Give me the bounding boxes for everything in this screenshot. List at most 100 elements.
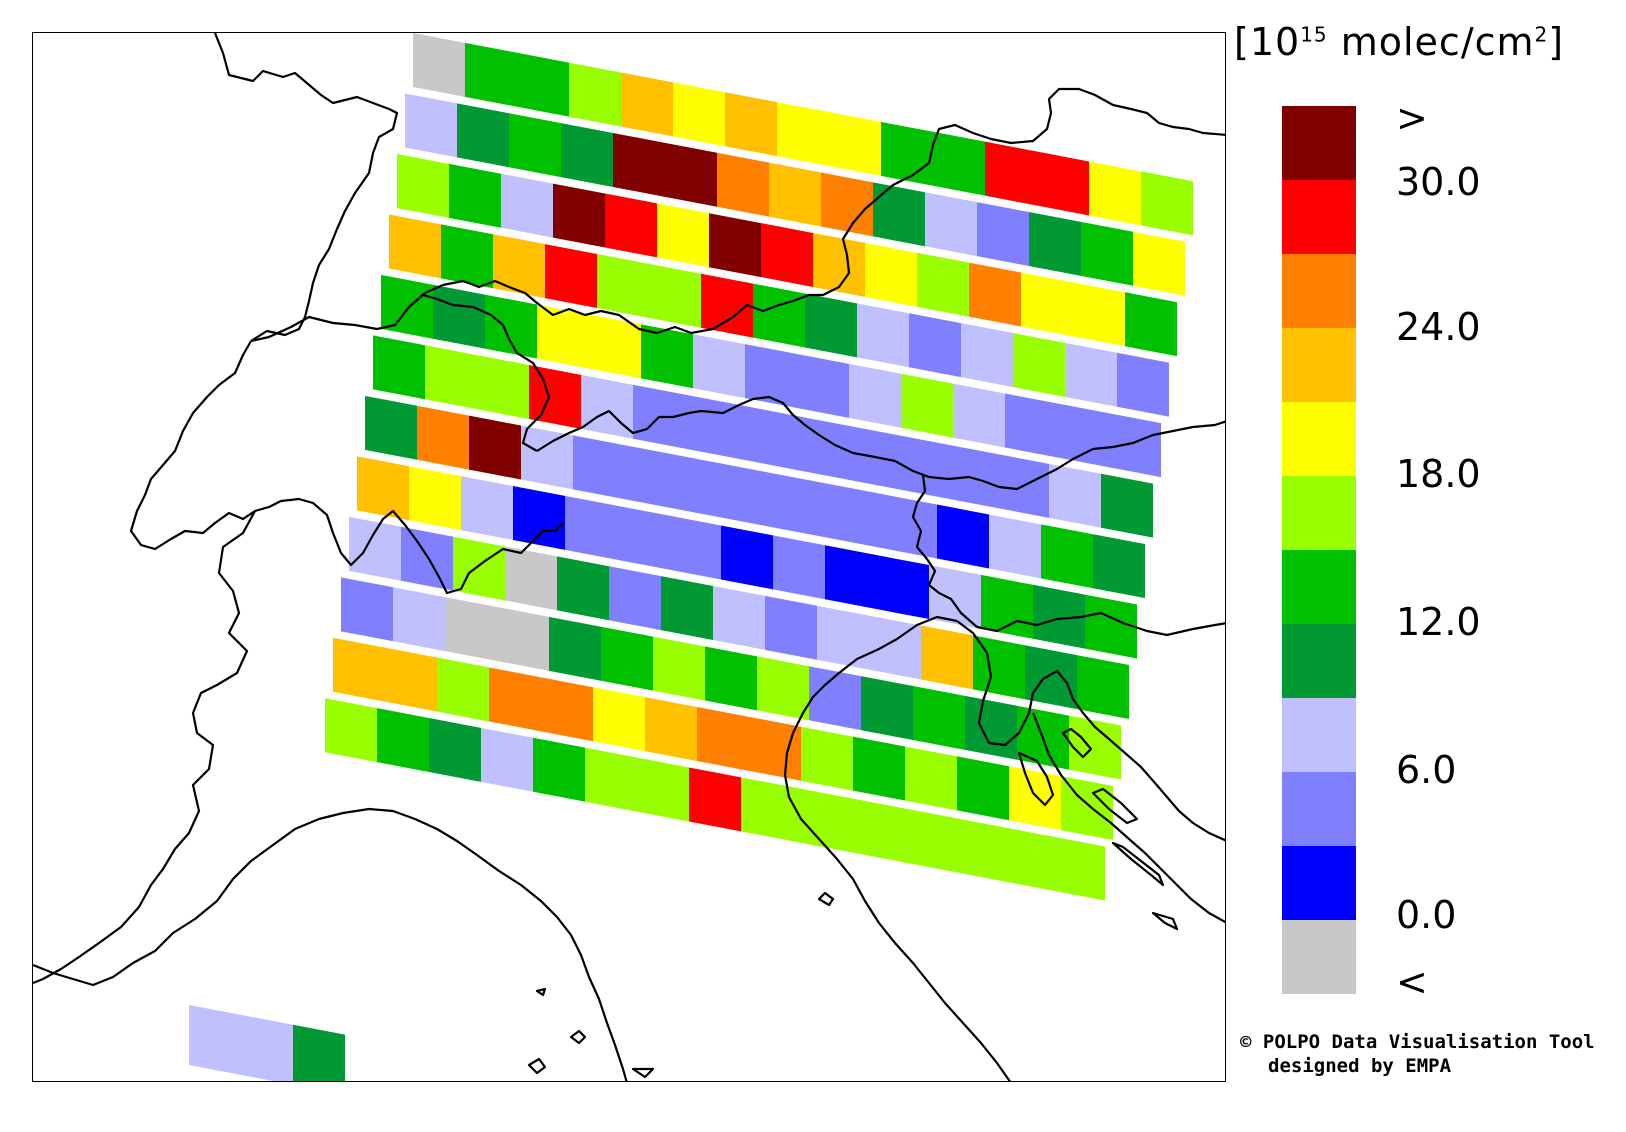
colorbar-label-6: 0.0: [1396, 893, 1457, 937]
swath-pixel-bottom: [241, 1014, 293, 1081]
swath-pixel: [741, 777, 793, 842]
swath-pixel: [449, 163, 501, 228]
swath-pixel: [717, 152, 769, 217]
swath-pixel: [949, 816, 1001, 881]
swath-pixel: [349, 516, 401, 581]
swath-pixel: [357, 456, 409, 521]
swath-pixel: [521, 425, 573, 490]
swath-pixel: [481, 727, 533, 792]
coastline-istria: [956, 620, 1225, 842]
swath-pixel: [1081, 221, 1133, 286]
colorbar-label-0: >: [1396, 96, 1428, 140]
swath-pixel: [1001, 826, 1053, 891]
swath-pixel: [989, 514, 1041, 579]
swath-pixel: [737, 404, 789, 469]
swath-pixel: [605, 193, 657, 258]
border-france-germany: [213, 33, 399, 342]
colorbar-cell-0: [1282, 106, 1356, 180]
colorbar-label-1: 30.0: [1396, 160, 1481, 204]
colorbar-cell-1: [1282, 180, 1356, 254]
colorbar-cell-3: [1282, 328, 1356, 402]
colorbar-cell-11: [1282, 920, 1356, 994]
swath-pixel: [589, 314, 641, 379]
swath-pixel: [797, 353, 849, 418]
swath-pixel: [541, 677, 593, 742]
swath-pixel: [885, 494, 937, 559]
swath-pixel: [777, 102, 829, 167]
coastline-croatia-islands: [1031, 712, 1225, 924]
swath-pixel: [933, 131, 985, 196]
island-krk: [1061, 727, 1093, 759]
swath-pixel: [781, 474, 833, 539]
swath-pixel: [909, 313, 961, 378]
swath-pixel: [697, 706, 749, 771]
swath-pixel: [825, 545, 877, 610]
swath-pixel: [809, 666, 861, 731]
swath-pixel: [833, 484, 885, 549]
swath-pixel: [653, 636, 705, 701]
swath-pixel: [433, 284, 485, 349]
swath-pixel: [517, 52, 569, 117]
swath-pixel: [689, 767, 741, 832]
swath-pixel: [657, 203, 709, 268]
swath-pixel: [377, 708, 429, 773]
swath-pixel: [609, 566, 661, 631]
island-elba: [569, 1029, 587, 1045]
swath-pixel: [593, 687, 645, 752]
swath-pixel: [425, 345, 477, 410]
swath-pixel: [1085, 594, 1137, 659]
swath-pixel: [1057, 403, 1109, 468]
swath-pixel: [637, 757, 689, 822]
colorbar-label-5: 6.0: [1396, 748, 1457, 792]
swath-pixel: [401, 526, 453, 591]
colorbar-cell-5: [1282, 476, 1356, 550]
swath-pixel: [509, 113, 561, 178]
swath-pixel: [489, 667, 541, 732]
swath-pixel: [701, 273, 753, 338]
swath-pixel: [789, 414, 841, 479]
island-small-1: [1151, 911, 1179, 931]
swath-pixel: [1077, 655, 1129, 720]
island-palmaiola: [817, 891, 835, 907]
swath-pixel: [913, 686, 965, 750]
swath-pixel: [985, 141, 1037, 206]
island-cres: [1017, 751, 1055, 807]
swath-pixel: [1049, 463, 1101, 528]
swath-pixel: [505, 546, 557, 611]
swath-pixel: [1021, 272, 1073, 337]
credit-text: © POLPO Data Visualisation Tool designed…: [1240, 1030, 1595, 1078]
colorbar-label-2: 24.0: [1396, 305, 1481, 349]
island-pag: [1091, 787, 1139, 825]
swath-pixel: [861, 676, 913, 740]
colorbar-cell-4: [1282, 402, 1356, 476]
island-corsica-tip: [527, 1057, 547, 1075]
swath-pixel: [729, 465, 781, 529]
swath-pixel: [673, 82, 725, 147]
colorbar-cell-7: [1282, 624, 1356, 698]
swath-pixel: [873, 182, 925, 247]
swath-pixel: [385, 647, 437, 712]
swath-pixel: [1041, 524, 1093, 589]
swath-pixel: [793, 787, 845, 852]
swath-pixel: [1109, 413, 1161, 478]
border-switzerland-north: [250, 293, 551, 452]
swath-pixel: [457, 103, 509, 168]
swath-pixel: [965, 695, 1017, 760]
credit-line-1: © POLPO Data Visualisation Tool: [1240, 1031, 1595, 1053]
swath-pixel: [585, 747, 637, 812]
border-austria-north: [408, 87, 1225, 335]
swath-pixel: [465, 42, 517, 107]
colorbar-cell-6: [1282, 550, 1356, 624]
swath-pixel: [581, 374, 633, 439]
coastline-liguria: [33, 807, 628, 1081]
swath-pixel: [669, 515, 721, 580]
map-frame: [32, 32, 1226, 1082]
swath-pixel: [1009, 766, 1061, 831]
swath-pixel: [921, 625, 973, 690]
swath-pixel: [953, 383, 1005, 448]
swath-pixel: [773, 535, 825, 600]
legend-unit-label: [1015 molec/cm2]: [1234, 20, 1565, 64]
swath-pixel: [757, 656, 809, 721]
swath-pixel: [533, 737, 585, 802]
swath-pixel: [1093, 534, 1145, 599]
